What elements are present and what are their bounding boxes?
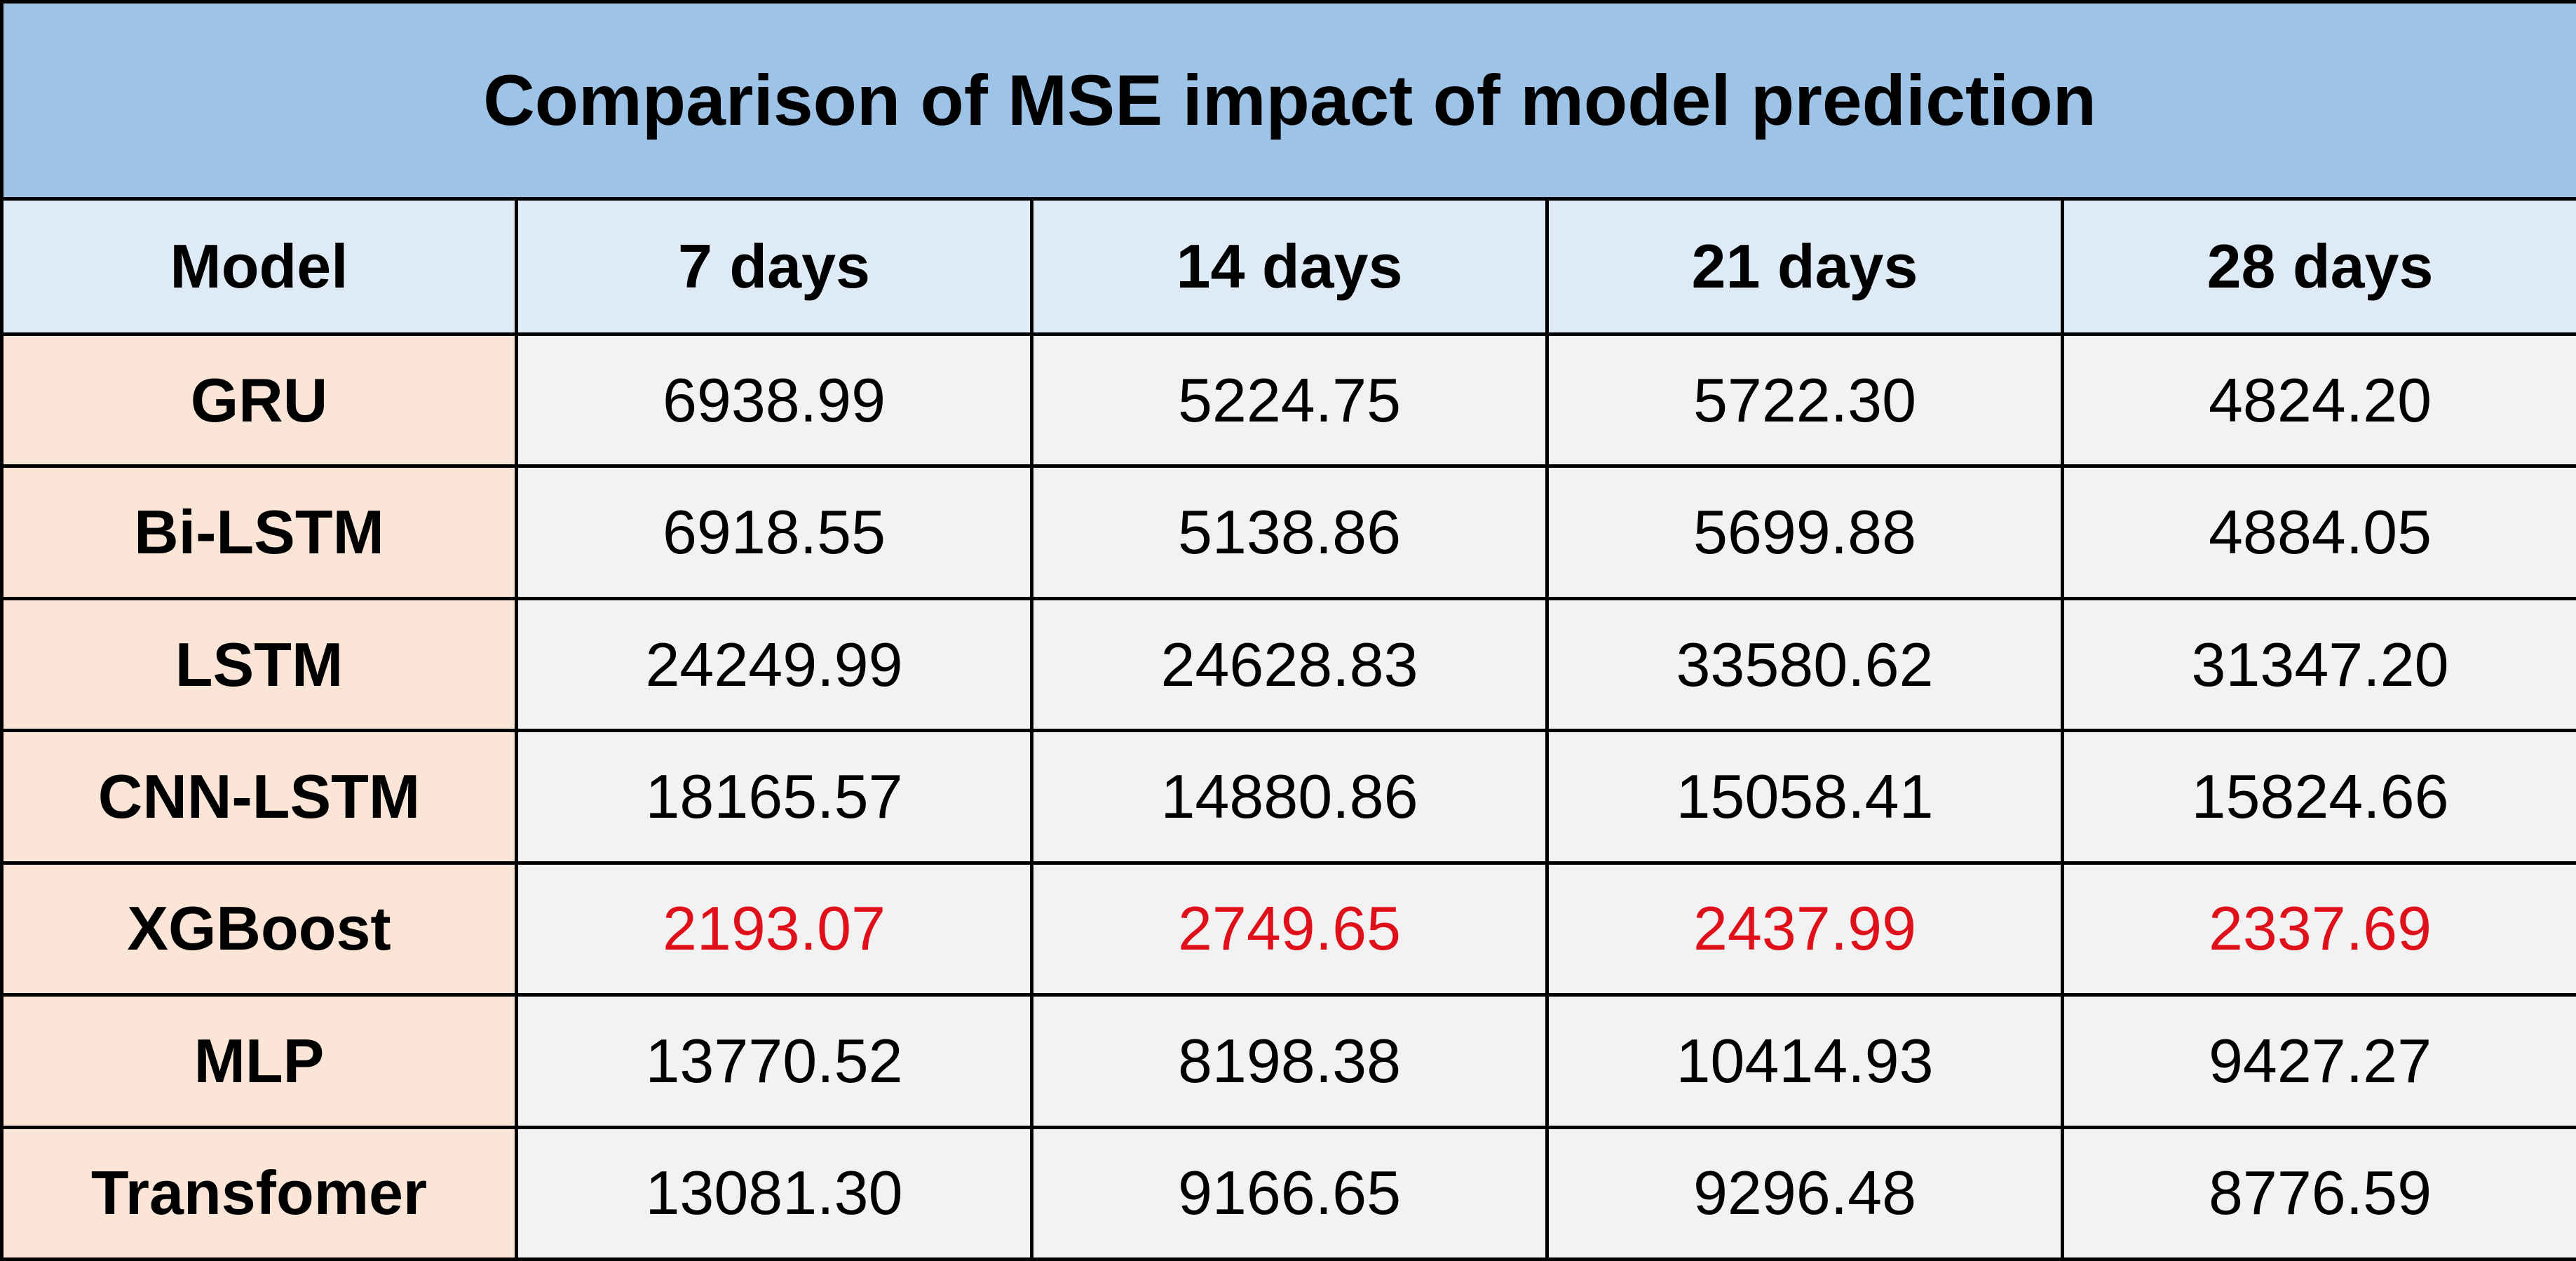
mse-value-cell: 5224.75 <box>1030 332 1549 468</box>
column-header-4: 28 days <box>2060 197 2576 336</box>
mse-value-cell: 9166.65 <box>1030 1125 1549 1261</box>
mse-value-cell: 18165.57 <box>515 729 1033 865</box>
header-row: Model 7 days 14 days 21 days 28 days <box>0 197 2576 336</box>
model-name-cell: LSTM <box>0 596 518 733</box>
model-name-cell: Transfomer <box>0 1125 518 1261</box>
mse-value-cell: 8198.38 <box>1030 993 1549 1129</box>
mse-value-cell: 5138.86 <box>1030 464 1549 600</box>
mse-value-cell: 6938.99 <box>515 332 1033 468</box>
column-header-model: Model <box>0 197 518 336</box>
mse-value-cell: 24249.99 <box>515 596 1033 733</box>
mse-value-cell: 4824.20 <box>2060 332 2576 468</box>
table-row: LSTM 24249.99 24628.83 33580.62 31347.20 <box>0 596 2576 733</box>
mse-value-cell: 9427.27 <box>2060 993 2576 1129</box>
mse-value-cell-best: 2193.07 <box>515 861 1033 997</box>
mse-value-cell-best: 2337.69 <box>2060 861 2576 997</box>
mse-value-cell: 15824.66 <box>2060 729 2576 865</box>
title-row: Comparison of MSE impact of model predic… <box>0 0 2576 201</box>
model-name-cell: XGBoost <box>0 861 518 997</box>
column-header-2: 14 days <box>1030 197 1549 336</box>
table-row: XGBoost 2193.07 2749.65 2437.99 2337.69 <box>0 861 2576 997</box>
table-row: CNN-LSTM 18165.57 14880.86 15058.41 15824.66 <box>0 729 2576 865</box>
model-name-cell: MLP <box>0 993 518 1129</box>
mse-value-cell: 31347.20 <box>2060 596 2576 733</box>
mse-value-cell: 33580.62 <box>1545 596 2064 733</box>
mse-value-cell: 6918.55 <box>515 464 1033 600</box>
model-name-cell: CNN-LSTM <box>0 729 518 865</box>
column-header-1: 7 days <box>515 197 1033 336</box>
table-body: GRU 6938.99 5224.75 5722.30 4824.20 Bi-LSTM 69… <box>0 332 2576 1261</box>
mse-value-cell: 13081.30 <box>515 1125 1033 1261</box>
table-row: MLP 13770.52 8198.38 10414.93 9427.27 <box>0 993 2576 1129</box>
mse-value-cell: 10414.93 <box>1545 993 2064 1129</box>
table-row: GRU 6938.99 5224.75 5722.30 4824.20 <box>0 332 2576 468</box>
model-name-cell: Bi-LSTM <box>0 464 518 600</box>
mse-value-cell-best: 2749.65 <box>1030 861 1549 997</box>
mse-value-cell: 15058.41 <box>1545 729 2064 865</box>
table-row: Bi-LSTM 6918.55 5138.86 5699.88 4884.05 <box>0 464 2576 600</box>
mse-value-cell: 14880.86 <box>1030 729 1549 865</box>
mse-value-cell-best: 2437.99 <box>1545 861 2064 997</box>
mse-value-cell: 5699.88 <box>1545 464 2064 600</box>
table-row: Transfomer 13081.30 9166.65 9296.48 8776.59 <box>0 1125 2576 1261</box>
mse-value-cell: 5722.30 <box>1545 332 2064 468</box>
column-header-3: 21 days <box>1545 197 2064 336</box>
mse-value-cell: 13770.52 <box>515 993 1033 1129</box>
mse-value-cell: 24628.83 <box>1030 596 1549 733</box>
mse-value-cell: 4884.05 <box>2060 464 2576 600</box>
mse-value-cell: 8776.59 <box>2060 1125 2576 1261</box>
mse-value-cell: 9296.48 <box>1545 1125 2064 1261</box>
model-name-cell: GRU <box>0 332 518 468</box>
table-title: Comparison of MSE impact of model predic… <box>0 0 2576 201</box>
